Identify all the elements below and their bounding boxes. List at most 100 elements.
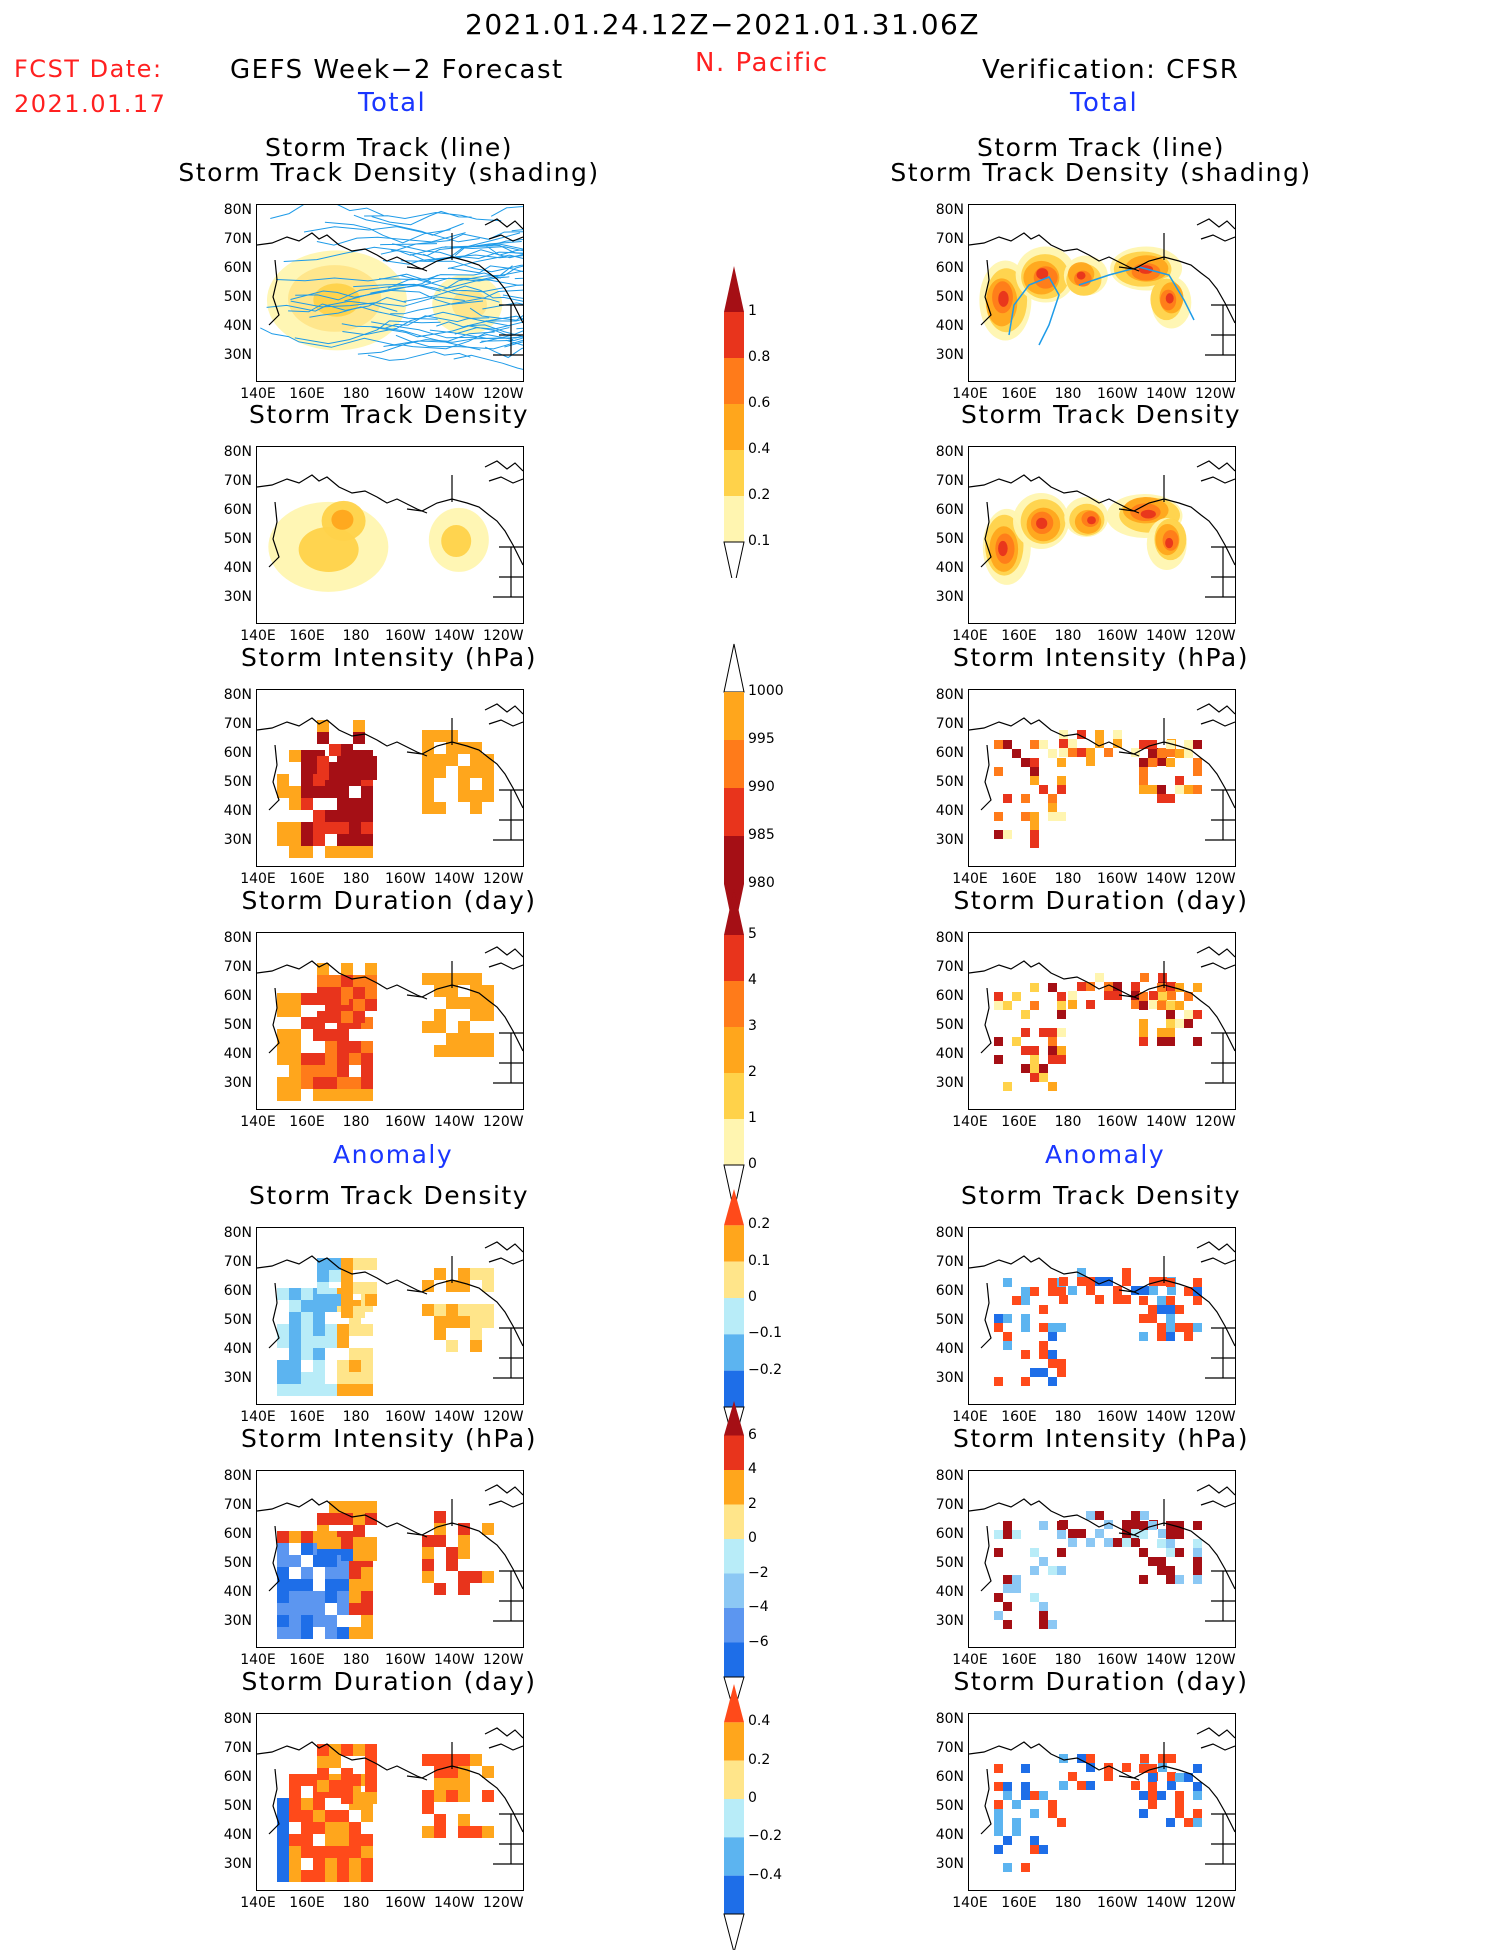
storm-track-line xyxy=(389,327,510,350)
grid-cell xyxy=(422,766,434,778)
grid-cell xyxy=(325,1029,337,1041)
grid-cell xyxy=(353,1744,365,1756)
lat-label: 60N xyxy=(935,1769,964,1785)
storm-track-line xyxy=(481,337,523,342)
grid-cell xyxy=(313,1846,325,1858)
grid-cell xyxy=(1003,1332,1012,1341)
grid-cell xyxy=(994,1548,1003,1557)
grid-cell xyxy=(1059,1754,1068,1763)
grid-cell xyxy=(353,756,365,768)
grid-cell xyxy=(1184,1773,1193,1782)
grid-cell xyxy=(422,1021,434,1033)
grid-cell xyxy=(1021,1010,1030,1019)
grid-cell xyxy=(446,985,458,997)
lon-label: 140E xyxy=(952,386,988,402)
grid-cell xyxy=(1030,839,1039,848)
map-panel-left-4 xyxy=(256,1227,524,1405)
map-canvas xyxy=(969,1241,1235,1386)
grid-cell xyxy=(341,1744,353,1756)
grid-cell xyxy=(1131,1529,1140,1538)
grid-cell xyxy=(1131,748,1140,757)
grid-cell xyxy=(1021,1064,1030,1073)
colorbar-label: 2 xyxy=(748,1495,757,1512)
grid-cell xyxy=(1175,1001,1184,1010)
fcst-date-label: FCST Date: xyxy=(14,55,163,83)
grid-cell xyxy=(1167,991,1176,1000)
grid-cell xyxy=(994,1037,1003,1046)
grid-cell xyxy=(1057,1010,1066,1019)
lon-label: 160E xyxy=(1001,1895,1037,1911)
storm-track-line xyxy=(353,283,500,303)
grid-cell xyxy=(1157,794,1166,803)
grid-cell xyxy=(458,997,470,1009)
grid-cell xyxy=(1193,740,1202,749)
colorbar-label: 0.4 xyxy=(748,441,771,457)
grid-cell xyxy=(1095,1277,1104,1286)
colorbar-label: 1 xyxy=(748,1110,757,1126)
grid-cell xyxy=(1193,1548,1202,1557)
grid-cell xyxy=(313,810,325,822)
grid-cell xyxy=(422,730,434,742)
grid-cell xyxy=(341,1768,353,1780)
grid-cell xyxy=(1184,749,1193,758)
colorbar-segment xyxy=(724,1435,744,1470)
grid-cell xyxy=(341,1549,353,1561)
grid-cell xyxy=(470,742,482,754)
grid-cell xyxy=(1030,1836,1039,1845)
map-panel-left-2 xyxy=(256,689,524,867)
lat-label: 50N xyxy=(223,531,252,547)
storm-track-line xyxy=(443,270,523,290)
lat-label: 40N xyxy=(935,803,964,819)
grid-cell xyxy=(1095,973,1104,982)
grid-cell xyxy=(482,1009,494,1021)
density-shading xyxy=(1036,517,1048,529)
grid-cell xyxy=(1003,1836,1012,1845)
grid-cell xyxy=(458,1790,470,1802)
grid-cell xyxy=(1068,1529,1077,1538)
grid-cell xyxy=(434,730,446,742)
density-shading xyxy=(998,540,1008,557)
grid-cell xyxy=(446,742,458,754)
lat-label: 30N xyxy=(223,832,252,848)
grid-cell xyxy=(313,1077,325,1089)
grid-cell xyxy=(317,1780,329,1792)
grid-cell xyxy=(1175,1323,1184,1332)
grid-cell xyxy=(349,1567,361,1579)
grid-cell xyxy=(1140,1511,1149,1520)
map-panel-right-6 xyxy=(968,1713,1236,1891)
grid-cell xyxy=(422,1304,434,1316)
lon-label: 140W xyxy=(1146,628,1187,644)
grid-cell xyxy=(361,798,373,810)
grid-cell xyxy=(1095,1295,1104,1304)
date-range: 2021.01.24.12Z−2021.01.31.06Z xyxy=(465,8,981,41)
lon-label: 120W xyxy=(483,386,524,402)
lon-label: 140E xyxy=(952,1652,988,1668)
grid-cell xyxy=(1193,1010,1202,1019)
grid-cell xyxy=(1113,982,1122,991)
grid-cell xyxy=(341,1537,353,1549)
grid-cell xyxy=(301,1798,313,1810)
colorbar-label: 980 xyxy=(748,875,775,891)
lon-label: 120W xyxy=(483,1895,524,1911)
lon-label: 160E xyxy=(1001,1114,1037,1130)
grid-cell xyxy=(365,1768,377,1780)
grid-cell xyxy=(349,846,361,858)
grid-cell xyxy=(1148,1314,1157,1323)
grid-cell xyxy=(1003,1782,1012,1791)
lat-label: 60N xyxy=(935,745,964,761)
grid-cell xyxy=(301,846,313,858)
grid-cell xyxy=(301,1567,313,1579)
grid-cell xyxy=(458,1304,470,1316)
grid-cell xyxy=(289,1810,301,1822)
grid-cell xyxy=(277,1360,289,1372)
grid-cell xyxy=(1131,982,1140,991)
grid-cell xyxy=(446,1304,458,1316)
lat-label: 40N xyxy=(935,1827,964,1843)
grid-cell xyxy=(1077,982,1086,991)
map-canvas xyxy=(969,218,1235,356)
grid-cell xyxy=(1193,758,1202,767)
map-canvas xyxy=(257,1484,523,1639)
lat-label: 40N xyxy=(223,560,252,576)
lat-label: 50N xyxy=(935,1798,964,1814)
storm-track-line xyxy=(367,351,471,361)
